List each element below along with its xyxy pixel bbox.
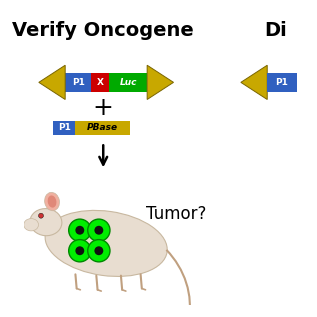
Ellipse shape — [24, 219, 39, 231]
Circle shape — [94, 246, 103, 255]
Text: Verify Oncogene: Verify Oncogene — [12, 21, 194, 40]
Bar — [109, 73, 147, 92]
Circle shape — [75, 226, 84, 235]
Text: PBase: PBase — [87, 123, 118, 132]
Ellipse shape — [45, 210, 167, 276]
Ellipse shape — [30, 209, 62, 236]
Text: X: X — [97, 78, 104, 87]
Text: Tumor?: Tumor? — [146, 205, 207, 223]
Circle shape — [69, 219, 91, 241]
Bar — [267, 73, 296, 92]
Polygon shape — [241, 65, 267, 100]
Bar — [54, 121, 75, 135]
Ellipse shape — [39, 213, 43, 218]
Text: P1: P1 — [72, 78, 85, 87]
Bar — [91, 73, 109, 92]
Text: Luc: Luc — [120, 78, 137, 87]
Text: Di: Di — [264, 21, 287, 40]
Bar — [65, 73, 91, 92]
Ellipse shape — [48, 196, 56, 208]
Polygon shape — [39, 65, 65, 100]
Circle shape — [88, 219, 110, 241]
Circle shape — [94, 226, 103, 235]
Text: +: + — [93, 96, 114, 120]
Ellipse shape — [45, 192, 60, 211]
Circle shape — [69, 240, 91, 262]
Text: P1: P1 — [275, 78, 288, 87]
Polygon shape — [147, 65, 173, 100]
Circle shape — [75, 246, 84, 255]
Text: P1: P1 — [58, 123, 71, 132]
Circle shape — [88, 240, 110, 262]
Bar — [75, 121, 130, 135]
